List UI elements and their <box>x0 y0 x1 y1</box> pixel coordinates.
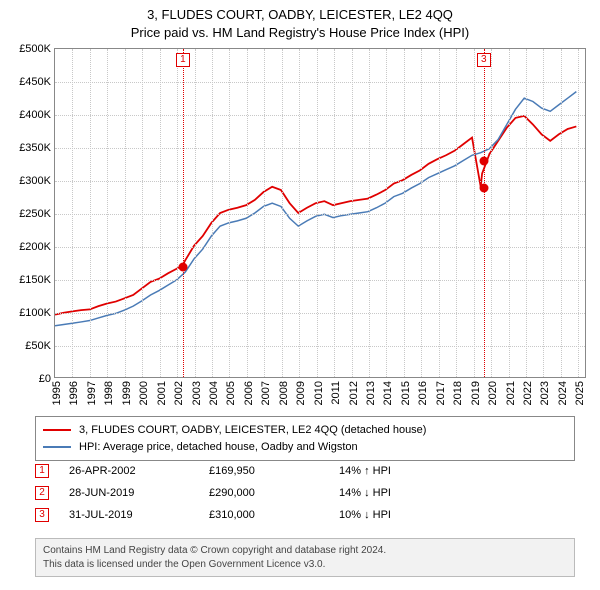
x-axis-label: 2011 <box>330 381 342 405</box>
x-axis-label: 1998 <box>103 381 115 405</box>
y-axis-label: £500K <box>19 43 51 55</box>
x-axis-label: 2007 <box>260 381 272 405</box>
title-block: 3, FLUDES COURT, OADBY, LEICESTER, LE2 4… <box>0 0 600 41</box>
x-axis-label: 2020 <box>487 381 499 405</box>
event-date: 28-JUN-2019 <box>69 487 189 499</box>
x-axis-label: 2023 <box>539 381 551 405</box>
legend-row: HPI: Average price, detached house, Oadb… <box>43 439 567 456</box>
x-axis-label: 2010 <box>313 381 325 405</box>
x-axis-label: 2008 <box>278 381 290 405</box>
legend: 3, FLUDES COURT, OADBY, LEICESTER, LE2 4… <box>35 416 575 461</box>
event-price: £310,000 <box>209 509 319 521</box>
event-id-box: 2 <box>35 486 49 500</box>
y-axis-label: £350K <box>19 142 51 154</box>
event-dot <box>178 262 187 271</box>
x-axis-label: 2006 <box>243 381 255 405</box>
x-axis-label: 2001 <box>156 381 168 405</box>
events-table: 1 26-APR-2002 £169,950 14% ↑ HPI 2 28-JU… <box>35 460 575 526</box>
event-row: 1 26-APR-2002 £169,950 14% ↑ HPI <box>35 460 575 482</box>
x-axis-label: 2005 <box>225 381 237 405</box>
chart-container: 3, FLUDES COURT, OADBY, LEICESTER, LE2 4… <box>0 0 600 590</box>
event-delta: 14% ↑ HPI <box>339 465 449 477</box>
footer-attribution: Contains HM Land Registry data © Crown c… <box>35 538 575 577</box>
x-axis-label: 1997 <box>86 381 98 405</box>
x-axis-label: 2018 <box>452 381 464 405</box>
x-axis-label: 1996 <box>68 381 80 405</box>
y-axis-label: £400K <box>19 109 51 121</box>
y-axis-label: £450K <box>19 76 51 88</box>
x-axis-label: 2025 <box>574 381 586 405</box>
y-axis-label: £200K <box>19 241 51 253</box>
event-id-box: 3 <box>35 508 49 522</box>
x-axis-label: 2013 <box>365 381 377 405</box>
legend-label-property: 3, FLUDES COURT, OADBY, LEICESTER, LE2 4… <box>79 422 426 439</box>
y-axis-label: £0 <box>39 373 51 385</box>
event-marker-box: 3 <box>477 53 491 67</box>
legend-row: 3, FLUDES COURT, OADBY, LEICESTER, LE2 4… <box>43 422 567 439</box>
y-axis-label: £50K <box>25 340 51 352</box>
x-axis-label: 2024 <box>557 381 569 405</box>
event-date: 26-APR-2002 <box>69 465 189 477</box>
event-price: £290,000 <box>209 487 319 499</box>
x-axis-label: 2019 <box>470 381 482 405</box>
event-row: 2 28-JUN-2019 £290,000 14% ↓ HPI <box>35 482 575 504</box>
footer-line1: Contains HM Land Registry data © Crown c… <box>43 544 567 558</box>
x-axis-label: 2004 <box>208 381 220 405</box>
event-dot <box>479 157 488 166</box>
y-axis-label: £100K <box>19 307 51 319</box>
x-axis-label: 2000 <box>138 381 150 405</box>
event-id-box: 1 <box>35 464 49 478</box>
event-dot <box>479 183 488 192</box>
event-marker-box: 1 <box>176 53 190 67</box>
x-axis-label: 2014 <box>382 381 394 405</box>
chart-plot-area: £0£50K£100K£150K£200K£250K£300K£350K£400… <box>54 48 586 378</box>
y-axis-label: £250K <box>19 208 51 220</box>
x-axis-label: 2002 <box>173 381 185 405</box>
legend-swatch-hpi <box>43 446 71 448</box>
footer-line2: This data is licensed under the Open Gov… <box>43 558 567 572</box>
x-axis-label: 2003 <box>191 381 203 405</box>
x-axis-label: 2009 <box>295 381 307 405</box>
title-line1: 3, FLUDES COURT, OADBY, LEICESTER, LE2 4… <box>0 6 600 24</box>
event-date: 31-JUL-2019 <box>69 509 189 521</box>
x-axis-label: 2015 <box>400 381 412 405</box>
x-axis-label: 2022 <box>522 381 534 405</box>
event-delta: 10% ↓ HPI <box>339 509 449 521</box>
event-price: £169,950 <box>209 465 319 477</box>
legend-label-hpi: HPI: Average price, detached house, Oadb… <box>79 439 358 456</box>
x-axis-label: 1995 <box>51 381 63 405</box>
title-line2: Price paid vs. HM Land Registry's House … <box>0 24 600 42</box>
x-axis-label: 2012 <box>348 381 360 405</box>
y-axis-label: £300K <box>19 175 51 187</box>
x-axis-label: 2021 <box>505 381 517 405</box>
event-delta: 14% ↓ HPI <box>339 487 449 499</box>
event-row: 3 31-JUL-2019 £310,000 10% ↓ HPI <box>35 504 575 526</box>
x-axis-label: 2016 <box>417 381 429 405</box>
legend-swatch-property <box>43 429 71 431</box>
y-axis-label: £150K <box>19 274 51 286</box>
x-axis-label: 2017 <box>435 381 447 405</box>
x-axis-label: 1999 <box>121 381 133 405</box>
chart-svg <box>55 49 585 377</box>
